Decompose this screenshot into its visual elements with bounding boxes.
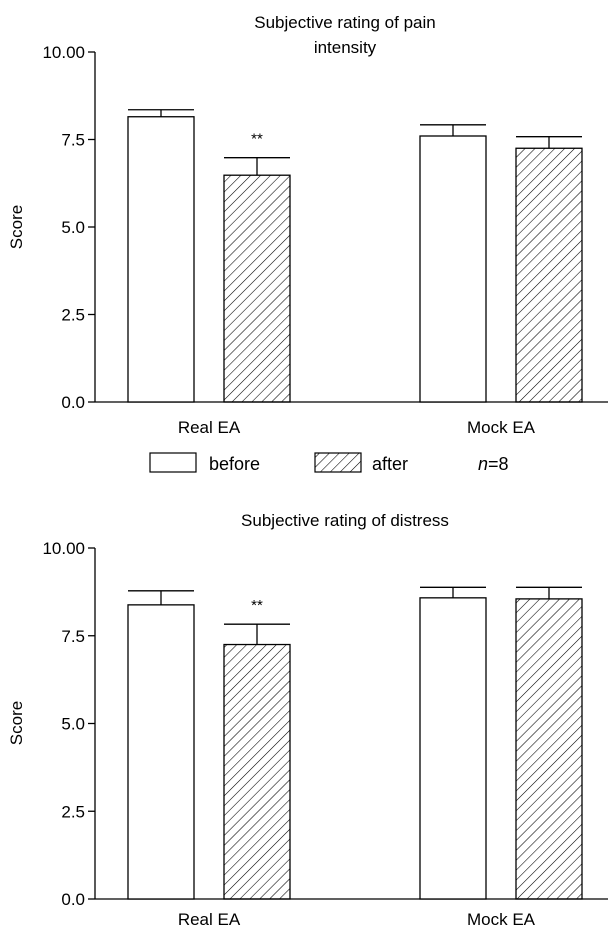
x-tick-label: Mock EA bbox=[467, 418, 536, 437]
sample-size-n: n bbox=[478, 454, 488, 474]
x-tick-label: Real EA bbox=[178, 418, 241, 437]
y-tick-label: 5.0 bbox=[61, 715, 85, 734]
y-tick-label: 2.5 bbox=[61, 306, 85, 325]
chart-title: Subjective rating of pain bbox=[254, 13, 435, 32]
bar-before-real-ea bbox=[127, 604, 195, 900]
legend-label-after: after bbox=[372, 454, 408, 474]
legend-swatch-before bbox=[149, 452, 197, 473]
legend-swatch-after bbox=[314, 452, 362, 473]
x-tick-label: Real EA bbox=[178, 910, 241, 929]
legend-label-before: before bbox=[209, 454, 260, 474]
y-tick-label: 7.5 bbox=[61, 131, 85, 150]
legend: before after n=8 bbox=[149, 452, 509, 474]
bar-after-mock-ea bbox=[515, 147, 583, 403]
bar-before-real-ea bbox=[127, 116, 195, 403]
y-tick-label: 10.00 bbox=[42, 539, 85, 558]
bar-after-real-ea bbox=[223, 643, 291, 900]
y-tick-label: 0.0 bbox=[61, 890, 85, 909]
bar-after-real-ea bbox=[223, 174, 291, 403]
chart-panel-2: Subjective rating of distress 0.0 2.5 5.0 7.… bbox=[7, 511, 608, 929]
sample-size-value: =8 bbox=[488, 454, 509, 474]
chart-panel-1: Subjective rating of pain intensity 0.0 2.5… bbox=[7, 13, 608, 437]
y-axis-label: Score bbox=[7, 701, 26, 745]
chart-title: Subjective rating of distress bbox=[241, 511, 449, 530]
y-tick-label: 5.0 bbox=[61, 218, 85, 237]
y-tick-label: 7.5 bbox=[61, 627, 85, 646]
y-tick-label: 0.0 bbox=[61, 393, 85, 412]
bar-before-mock-ea bbox=[419, 135, 487, 403]
significance-marker: ** bbox=[251, 597, 263, 614]
y-tick-label: 2.5 bbox=[61, 802, 85, 821]
y-axis-label: Score bbox=[7, 205, 26, 249]
significance-marker: ** bbox=[251, 131, 263, 148]
bar-before-mock-ea bbox=[419, 597, 487, 900]
bar-after-mock-ea bbox=[515, 598, 583, 900]
chart-title: intensity bbox=[314, 38, 377, 57]
y-tick-label: 10.00 bbox=[42, 43, 85, 62]
sample-size-label: n=8 bbox=[478, 454, 509, 474]
x-tick-label: Mock EA bbox=[467, 910, 536, 929]
